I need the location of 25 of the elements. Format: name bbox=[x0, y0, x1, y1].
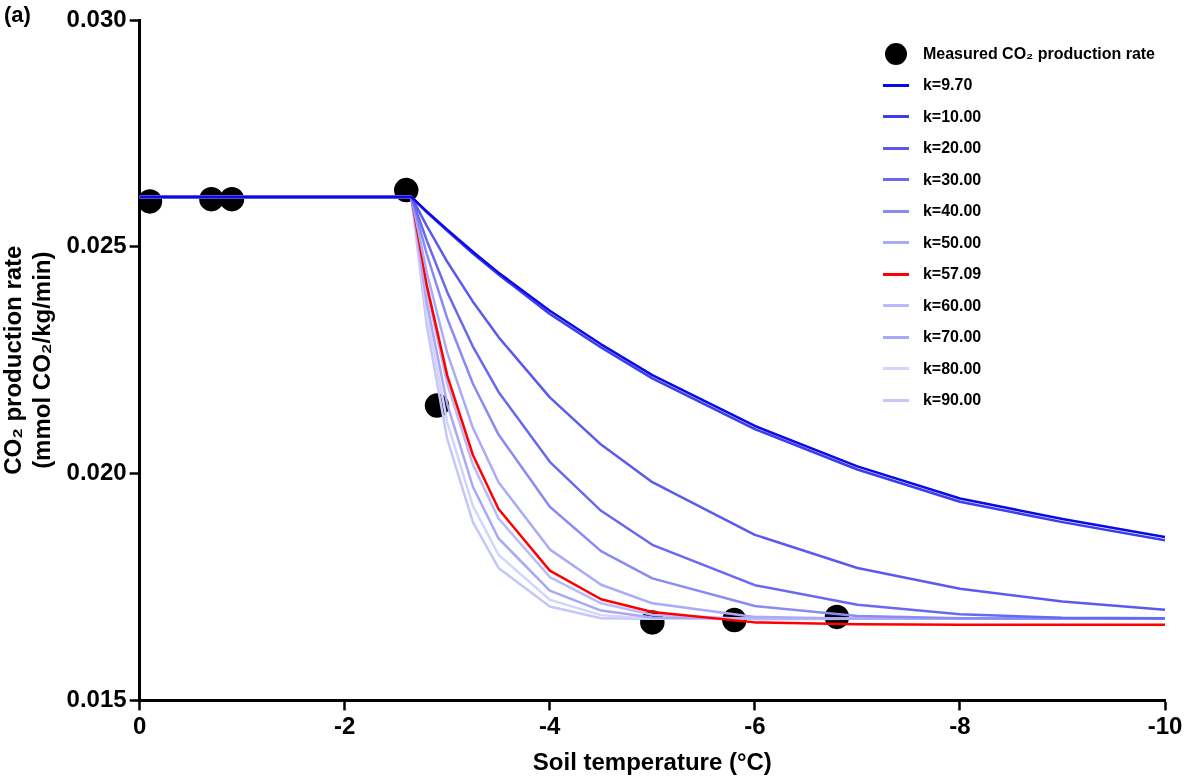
legend-label: k=10.00 bbox=[922, 107, 982, 126]
legend-label: k=20.00 bbox=[922, 139, 982, 158]
legend-label: k=50.00 bbox=[922, 233, 982, 252]
x-tick-label: -4 bbox=[539, 712, 562, 740]
y-tick-label: 0.020 bbox=[66, 458, 127, 486]
legend-label: k=30.00 bbox=[922, 170, 982, 189]
x-tick-label: -6 bbox=[744, 712, 766, 740]
legend-label: Measured CO₂ production rate bbox=[922, 44, 1155, 63]
x-tick-label: -10 bbox=[1147, 712, 1183, 740]
x-axis-title: Soil temperature (°C) bbox=[532, 748, 772, 776]
x-tick-label: -8 bbox=[949, 712, 971, 740]
text: (a) bbox=[4, 2, 31, 28]
x-tick-label: 0 bbox=[132, 712, 147, 740]
x-tick-label: -2 bbox=[334, 712, 356, 740]
y-axis-title: CO₂ production rate (mmol CO₂/kg/min) bbox=[0, 245, 55, 475]
legend-label: k=90.00 bbox=[922, 391, 982, 410]
y-tick-label: 0.030 bbox=[66, 4, 127, 32]
y-tick-label: 0.015 bbox=[66, 685, 127, 713]
legend-label: k=57.09 bbox=[922, 265, 982, 284]
legend-label: k=60.00 bbox=[922, 296, 982, 315]
legend-label: k=80.00 bbox=[922, 359, 982, 378]
y-tick-label: 0.025 bbox=[66, 231, 127, 259]
legend-label: k=9.70 bbox=[922, 76, 973, 95]
legend-label: k=40.00 bbox=[922, 202, 982, 221]
legend-label: k=70.00 bbox=[922, 328, 982, 347]
